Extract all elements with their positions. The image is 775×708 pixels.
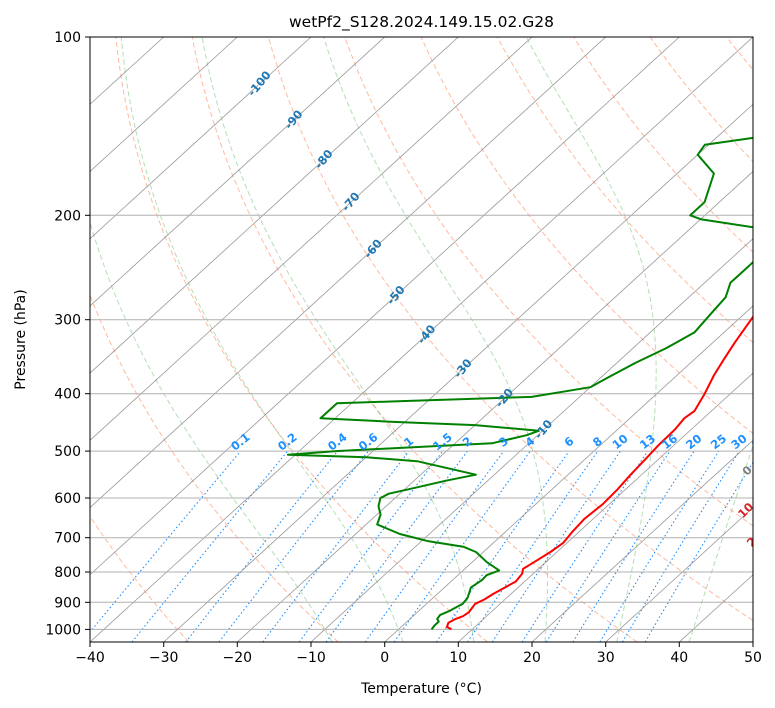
mixing-ratio-line: [545, 450, 671, 642]
dry-adiabat-line: [496, 37, 753, 344]
mixing-ratio-line: [435, 450, 570, 642]
mixing-ratio-line: [325, 450, 468, 642]
mixing-ratio-label: 25: [708, 431, 729, 452]
y-axis-label: Pressure (hPa): [13, 289, 29, 389]
mixing-ratio-label: 36: [749, 431, 770, 452]
mixing-ratio-label: 0.1: [228, 430, 253, 454]
mixing-ratio-line: [364, 450, 505, 642]
y-tick-label: 200: [54, 208, 81, 224]
mixing-ratio-label: 16: [659, 431, 680, 452]
y-tick-label: 100: [54, 30, 81, 46]
y-tick-label: 700: [54, 531, 81, 547]
dry-adiabat-line: [191, 37, 638, 642]
dry-adiabat-line: [344, 37, 753, 527]
mixing-ratio-line: [491, 450, 621, 642]
dry-adiabat-line: [115, 37, 488, 642]
skewed-isotherm: [90, 37, 312, 240]
skewed-isotherm: [605, 507, 753, 642]
dry-adiabat-line: [573, 37, 753, 253]
moist-adiabat-line: [323, 37, 548, 642]
moist-adiabat-label: 30: [756, 555, 775, 576]
moist-adiabat-line: [90, 220, 333, 642]
chart-title: wetPf2_S128.2024.149.15.02.G28: [289, 13, 554, 32]
skewed-isotherm: [90, 37, 385, 307]
mixing-ratio-line: [262, 450, 410, 642]
skewed-isotherm: [752, 641, 753, 642]
skewed-isotherm: [90, 37, 606, 509]
mixing-ratio-label: 30: [728, 431, 749, 452]
mixing-ratio-line: [131, 450, 289, 642]
mixing-ratio-line: [521, 450, 649, 642]
y-tick-label: 500: [54, 444, 81, 460]
x-tick-label: 40: [670, 650, 688, 666]
mixing-ratio-line: [621, 450, 740, 642]
skewed-isotherm: [384, 305, 753, 642]
x-tick-label: −40: [75, 650, 105, 666]
mixing-ratio-line: [572, 450, 695, 642]
x-tick-label: 0: [380, 650, 389, 666]
mixing-ratio-line: [90, 450, 242, 633]
skewed-isotherm: [90, 37, 533, 441]
mixing-ratio-line: [599, 450, 720, 642]
x-tick-label: −10: [296, 650, 326, 666]
dry-adiabat-line: [649, 37, 753, 163]
mixing-ratio-label: 6: [561, 434, 576, 450]
y-tick-label: 1000: [45, 622, 81, 638]
dry-adiabat-line: [420, 37, 753, 435]
mixing-ratio-line: [185, 450, 339, 642]
mixing-ratio-label: 1.5: [430, 430, 455, 454]
dry-adiabat-label: -100: [245, 68, 274, 99]
mixing-ratio-line: [467, 450, 599, 642]
temperature-profile-line: [445, 315, 753, 631]
skewed-isotherm: [90, 37, 459, 374]
mixing-ratio-label: 8: [590, 434, 605, 450]
moist-adiabat-line: [120, 37, 404, 642]
y-tick-label: 400: [54, 387, 81, 403]
x-axis-label: Temperature (°C): [360, 681, 482, 697]
x-tick-label: −30: [149, 650, 179, 666]
skewed-isotherm: [458, 372, 753, 642]
skewed-isotherm: [310, 238, 753, 642]
mixing-ratio-label: 2: [460, 434, 475, 450]
y-tick-label: 900: [54, 595, 81, 611]
dewpoint-profile-line: [286, 136, 753, 630]
x-tick-label: 50: [744, 650, 762, 666]
x-tick-label: 30: [597, 650, 615, 666]
moist-adiabat-line: [688, 443, 753, 642]
skewed-isotherm: [163, 103, 753, 642]
moist-adiabat-line: [525, 37, 657, 642]
mixing-ratio-label: 3: [496, 434, 511, 450]
y-tick-label: 800: [54, 565, 81, 581]
x-tick-label: 10: [449, 650, 467, 666]
mixing-ratio-line: [298, 450, 444, 642]
moist-adiabat-label: 40: [771, 581, 775, 602]
skewed-isotherm: [90, 37, 680, 576]
skewed-isotherm: [531, 439, 753, 642]
x-tick-label: 20: [523, 650, 541, 666]
skewed-isotherm: [237, 170, 753, 642]
mixing-ratio-line: [218, 450, 369, 642]
y-tick-label: 600: [54, 491, 81, 507]
dry-adiabat-line: [726, 37, 753, 71]
moist-adiabat-label: 20: [744, 529, 765, 550]
skewed-isotherm: [90, 37, 238, 172]
x-tick-label: −20: [223, 650, 253, 666]
skewed-isotherm: [90, 37, 753, 642]
y-tick-label: 300: [54, 313, 81, 329]
plot-frame: [89, 36, 754, 643]
dry-adiabat-line: [268, 37, 753, 622]
